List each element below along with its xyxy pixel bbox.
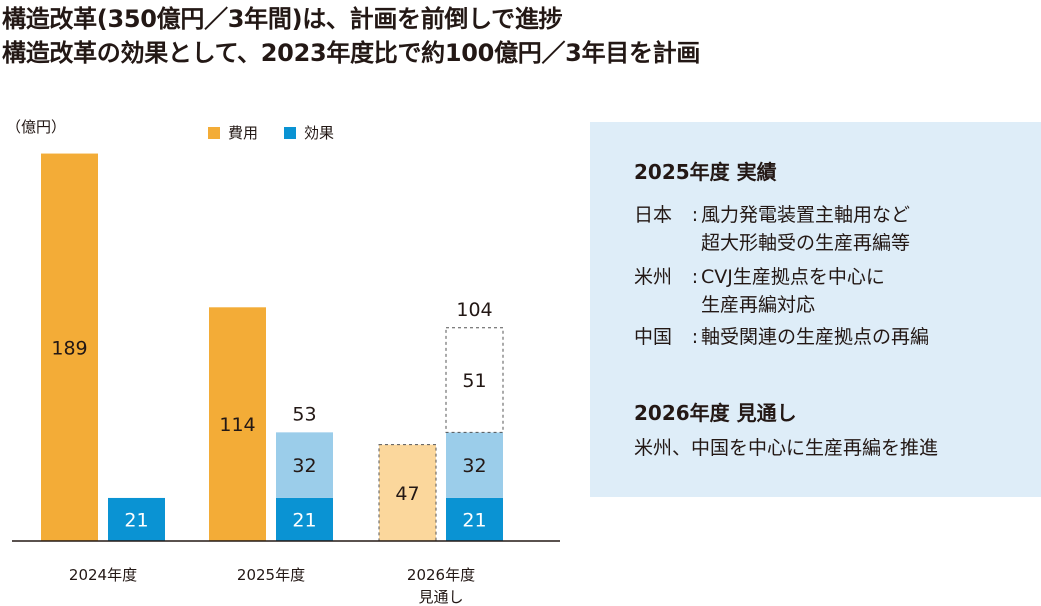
data-label-effect-total-2: 53 xyxy=(292,403,316,425)
panel-row-text-americas-2: 生産再編対応 xyxy=(701,294,816,316)
data-label-effect-1-seg-1: 21 xyxy=(124,509,148,531)
chart-legend: 費用 効果 xyxy=(208,122,360,143)
y-axis-unit-label: （億円） xyxy=(6,118,67,136)
panel-row-text-china-1: 軸受関連の生産拠点の再編 xyxy=(701,326,930,348)
panel-outlook-text: 米州、中国を中心に生産再編を推進 xyxy=(634,437,939,459)
panel-row-label-americas: 米州 xyxy=(634,266,673,288)
legend-item-cost: 費用 xyxy=(208,122,258,143)
legend-swatch-effect xyxy=(284,126,297,139)
headline-line-1: 構造改革(350億円／3年間)は、計画を前倒しで進捗 xyxy=(2,5,563,33)
bar-cost-3 xyxy=(378,444,437,542)
data-label-effect-2-seg-2: 32 xyxy=(292,455,316,477)
legend-item-effect: 効果 xyxy=(284,122,334,143)
notes-panel: 2025年度 実績 日本 : 風力発電装置主軸用など 超大形軸受の生産再編等 米… xyxy=(590,122,1041,497)
bar-cost-2 xyxy=(209,307,266,541)
data-label-cost-1: 189 xyxy=(51,337,87,359)
data-label-effect-3-seg-2: 32 xyxy=(462,455,486,477)
category-label-3-line-1: 2026年度 xyxy=(407,566,475,584)
panel-row-americas: 米州 : CVJ生産拠点を中心に xyxy=(634,263,885,291)
bar-effect-3-seg-1 xyxy=(446,497,503,541)
panel-row-china: 中国 : 軸受関連の生産拠点の再編 xyxy=(634,323,929,351)
panel-row-text-americas-1: CVJ生産拠点を中心に xyxy=(701,266,885,288)
bar-effect-2-seg-2 xyxy=(276,432,333,498)
category-label-3-line-2: 見通し xyxy=(418,588,463,606)
headline: 構造改革(350億円／3年間)は、計画を前倒しで進捗 構造改革の効果として、20… xyxy=(2,2,700,70)
category-label-2-line-1: 2025年度 xyxy=(237,566,305,584)
panel-row-text-japan-2: 超大形軸受の生産再編等 xyxy=(701,232,911,254)
panel-row-japan: 日本 : 風力発電装置主軸用など xyxy=(634,201,910,229)
bar-effect-3-seg-2 xyxy=(446,432,503,498)
bar-effect-3-seg-3 xyxy=(445,327,504,433)
legend-label-cost: 費用 xyxy=(228,124,259,142)
headline-line-2: 構造改革の効果として、2023年度比で約100億円／3年目を計画 xyxy=(2,39,701,67)
data-label-cost-2: 114 xyxy=(219,414,255,436)
bar-effect-2-seg-1 xyxy=(276,497,333,541)
bar-cost-1 xyxy=(41,153,98,542)
category-label-1-line-1: 2024年度 xyxy=(69,566,137,584)
panel-row-label-japan: 日本 xyxy=(634,204,673,226)
bar-effect-1-seg-1 xyxy=(108,497,165,541)
legend-label-effect: 効果 xyxy=(304,124,335,142)
data-label-effect-total-3: 104 xyxy=(456,299,492,321)
legend-swatch-cost xyxy=(208,126,220,139)
panel-row-text-japan-1: 風力発電装置主軸用など xyxy=(701,204,911,226)
data-label-effect-3-seg-1: 21 xyxy=(462,509,486,531)
panel-row-label-china: 中国 xyxy=(634,326,673,348)
panel-section-title-results: 2025年度 実績 xyxy=(634,160,777,184)
data-label-effect-3-seg-3: 51 xyxy=(462,370,486,392)
data-label-cost-3: 47 xyxy=(395,483,419,505)
data-label-effect-2-seg-1: 21 xyxy=(292,509,316,531)
panel-section-title-outlook: 2026年度 見通し xyxy=(634,401,797,425)
